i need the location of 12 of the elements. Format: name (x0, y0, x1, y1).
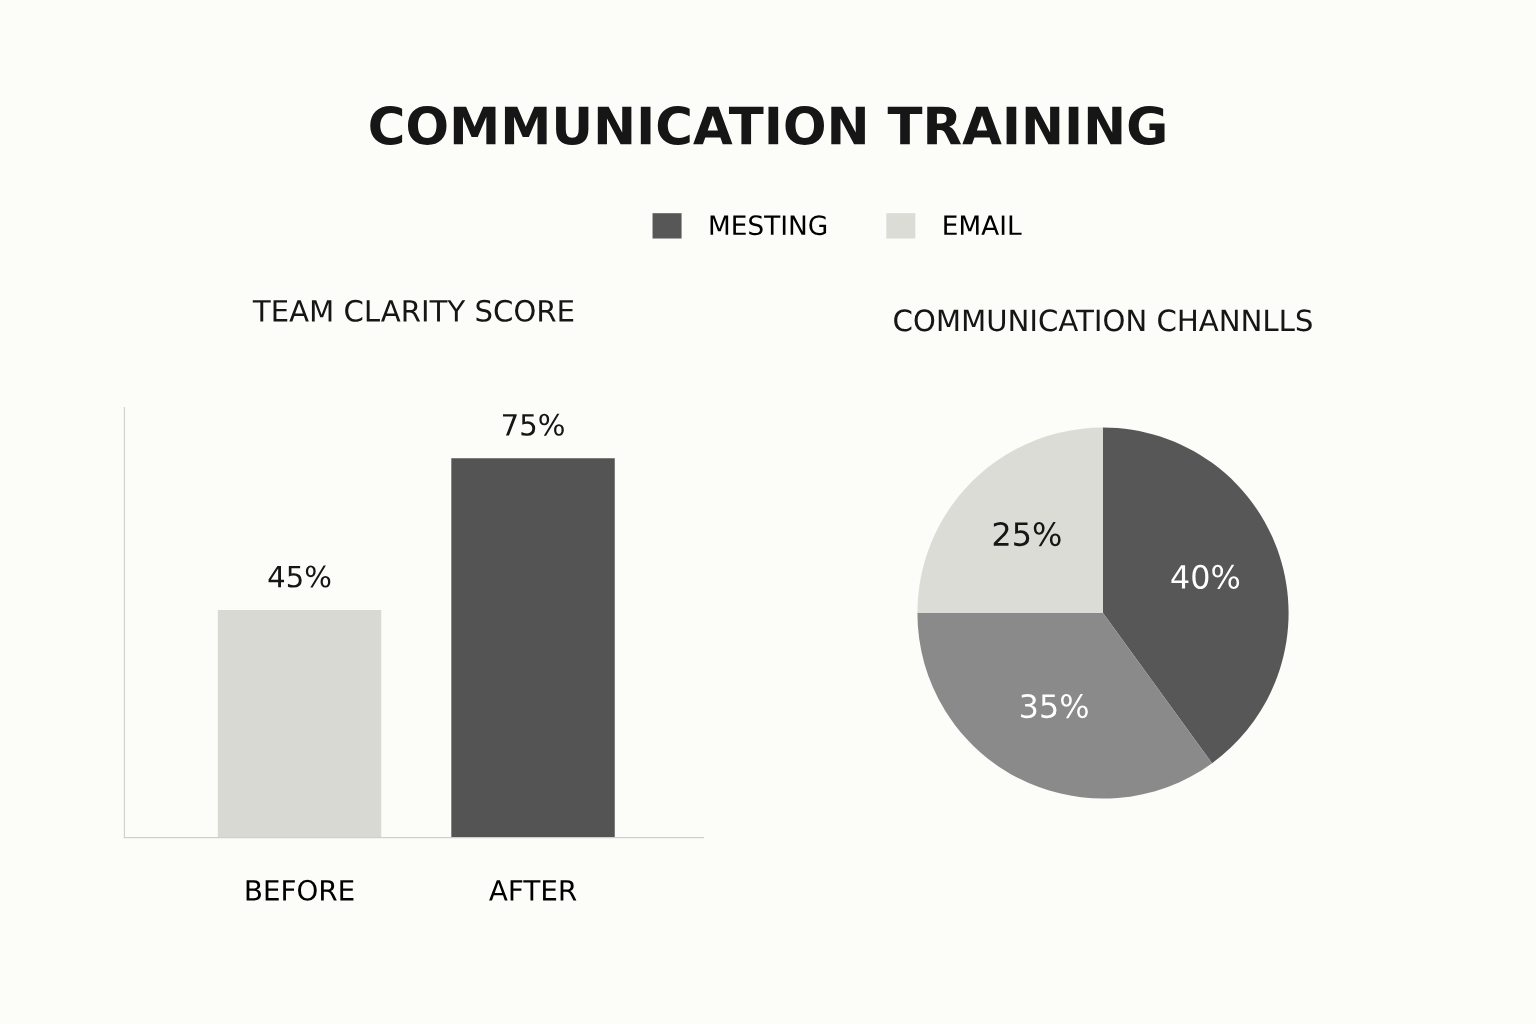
data-label: 35% (1021, 694, 1088, 719)
text: COMMUNICATION CHANNLLS (894, 309, 1312, 332)
data-label: 25% (993, 521, 1061, 547)
data-label: 45% (268, 565, 331, 588)
chart-title: TEAM CLARITY SCORE (252, 299, 574, 322)
text: COMMUNICATION TRAINING (370, 106, 1165, 145)
data-label: 75% (503, 413, 564, 436)
x-tick-label: AFTER (489, 880, 577, 901)
data-label: 40% (1171, 564, 1240, 589)
legend-label: EMAIL (944, 215, 1022, 235)
x-tick-label: BEFORE (246, 879, 354, 901)
legend-label: MESTING (710, 215, 827, 236)
